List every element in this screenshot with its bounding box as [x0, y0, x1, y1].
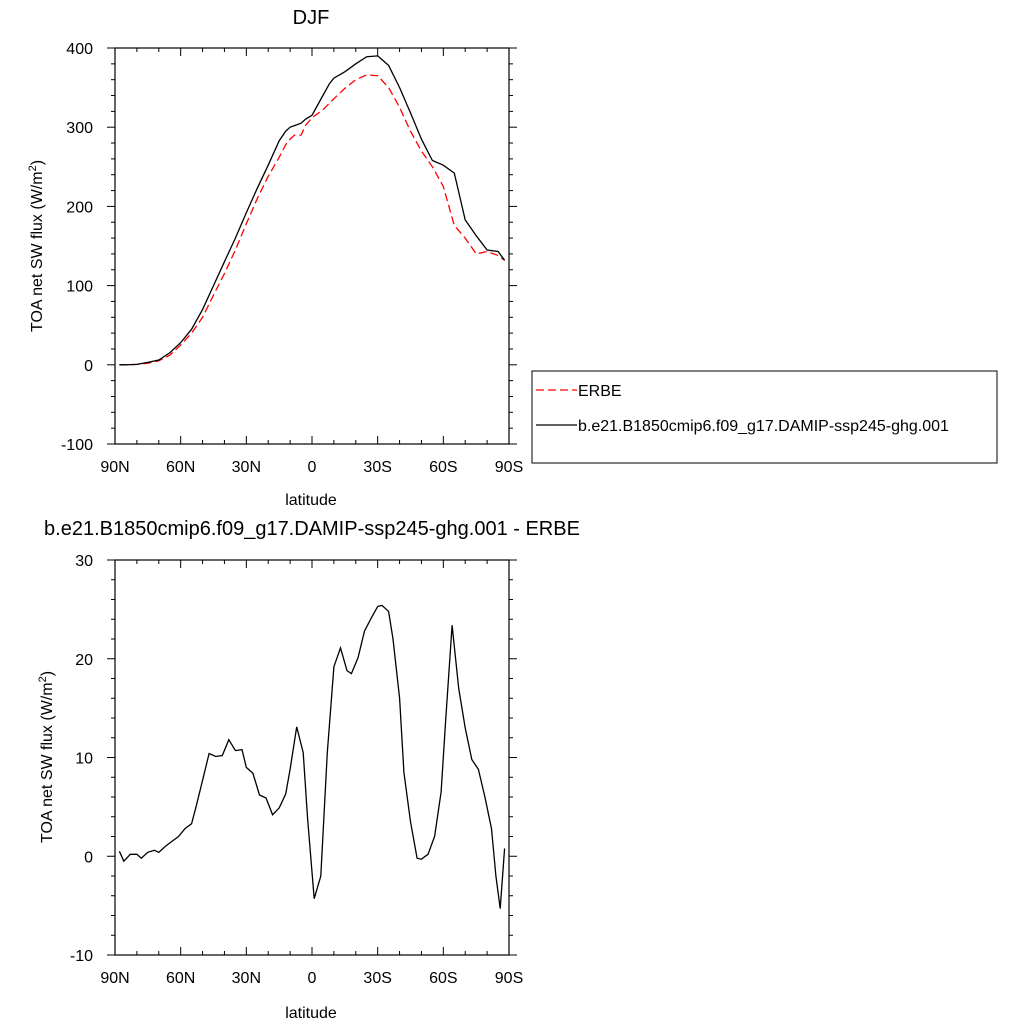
legend-label-erbe: ERBE: [578, 383, 622, 400]
top-chart-series: [119, 55, 506, 366]
legend: ERBE b.e21.B1850cmip6.f09_g17.DAMIP-ssp2…: [531, 370, 998, 464]
top-xtick-label: 60S: [429, 459, 457, 476]
bottom-series-line-0: [118, 604, 506, 909]
top-ytick-label: 100: [66, 279, 93, 296]
top-xtick-label: 30N: [232, 459, 261, 476]
bottom-y-axis-label: TOA net SW flux (W/m2): [37, 671, 56, 843]
top-ytick-label: 300: [66, 120, 93, 137]
top-ytick-label: -100: [61, 437, 93, 454]
top-xtick-label: 60N: [166, 459, 195, 476]
top-ytick-label: 200: [66, 199, 93, 216]
bottom-xtick-label: 60N: [166, 970, 195, 987]
bottom-ytick-label: -10: [70, 948, 93, 965]
bottom-ytick-label: 20: [75, 652, 93, 669]
bottom-xtick-label: 90S: [495, 970, 523, 987]
bottom-chart-ticks: [107, 559, 517, 956]
bottom-xtick-label: 30S: [363, 970, 391, 987]
legend-box: [531, 370, 998, 464]
top-plot-frame: [114, 47, 510, 445]
top-xtick-label: 30S: [363, 459, 391, 476]
top-ytick-label: 400: [66, 41, 93, 58]
top-chart-title: DJF: [293, 7, 330, 29]
top-xtick-label: 90S: [495, 459, 523, 476]
bottom-x-axis-label: latitude: [285, 1005, 337, 1022]
top-chart: DJF 90N 60N 30N 0 30S 60S 90S -100 0 100 200 300 400…: [27, 7, 998, 509]
top-xtick-label: 0: [308, 459, 317, 476]
top-chart-ticks: [107, 47, 517, 445]
bottom-xtick-label: 0: [308, 970, 317, 987]
top-y-axis-label: TOA net SW flux (W/m2): [27, 160, 46, 332]
bottom-chart-tick-labels: 90N 60N 30N 0 30S 60S 90S -10 0 10 20 30: [70, 553, 523, 987]
bottom-chart-title: b.e21.B1850cmip6.f09_g17.DAMIP-ssp245-gh…: [44, 518, 580, 540]
bottom-plot-frame: [114, 559, 510, 956]
legend-label-model: b.e21.B1850cmip6.f09_g17.DAMIP-ssp245-gh…: [578, 418, 949, 435]
bottom-ytick-label: 30: [75, 553, 93, 570]
bottom-ytick-label: 10: [75, 751, 93, 768]
bottom-chart-series: [118, 604, 506, 909]
bottom-xtick-label: 30N: [232, 970, 261, 987]
bottom-xtick-label: 90N: [100, 970, 129, 987]
bottom-xtick-label: 60S: [429, 970, 457, 987]
top-ytick-label: 0: [84, 358, 93, 375]
top-series-line-0: [119, 74, 505, 366]
top-series-line-1: [119, 55, 506, 366]
top-xtick-label: 90N: [100, 459, 129, 476]
top-x-axis-label: latitude: [285, 492, 337, 509]
bottom-chart: b.e21.B1850cmip6.f09_g17.DAMIP-ssp245-gh…: [37, 518, 580, 1022]
bottom-ytick-label: 0: [84, 849, 93, 866]
top-chart-tick-labels: 90N 60N 30N 0 30S 60S 90S -100 0 100 200 300 400: [61, 41, 523, 476]
